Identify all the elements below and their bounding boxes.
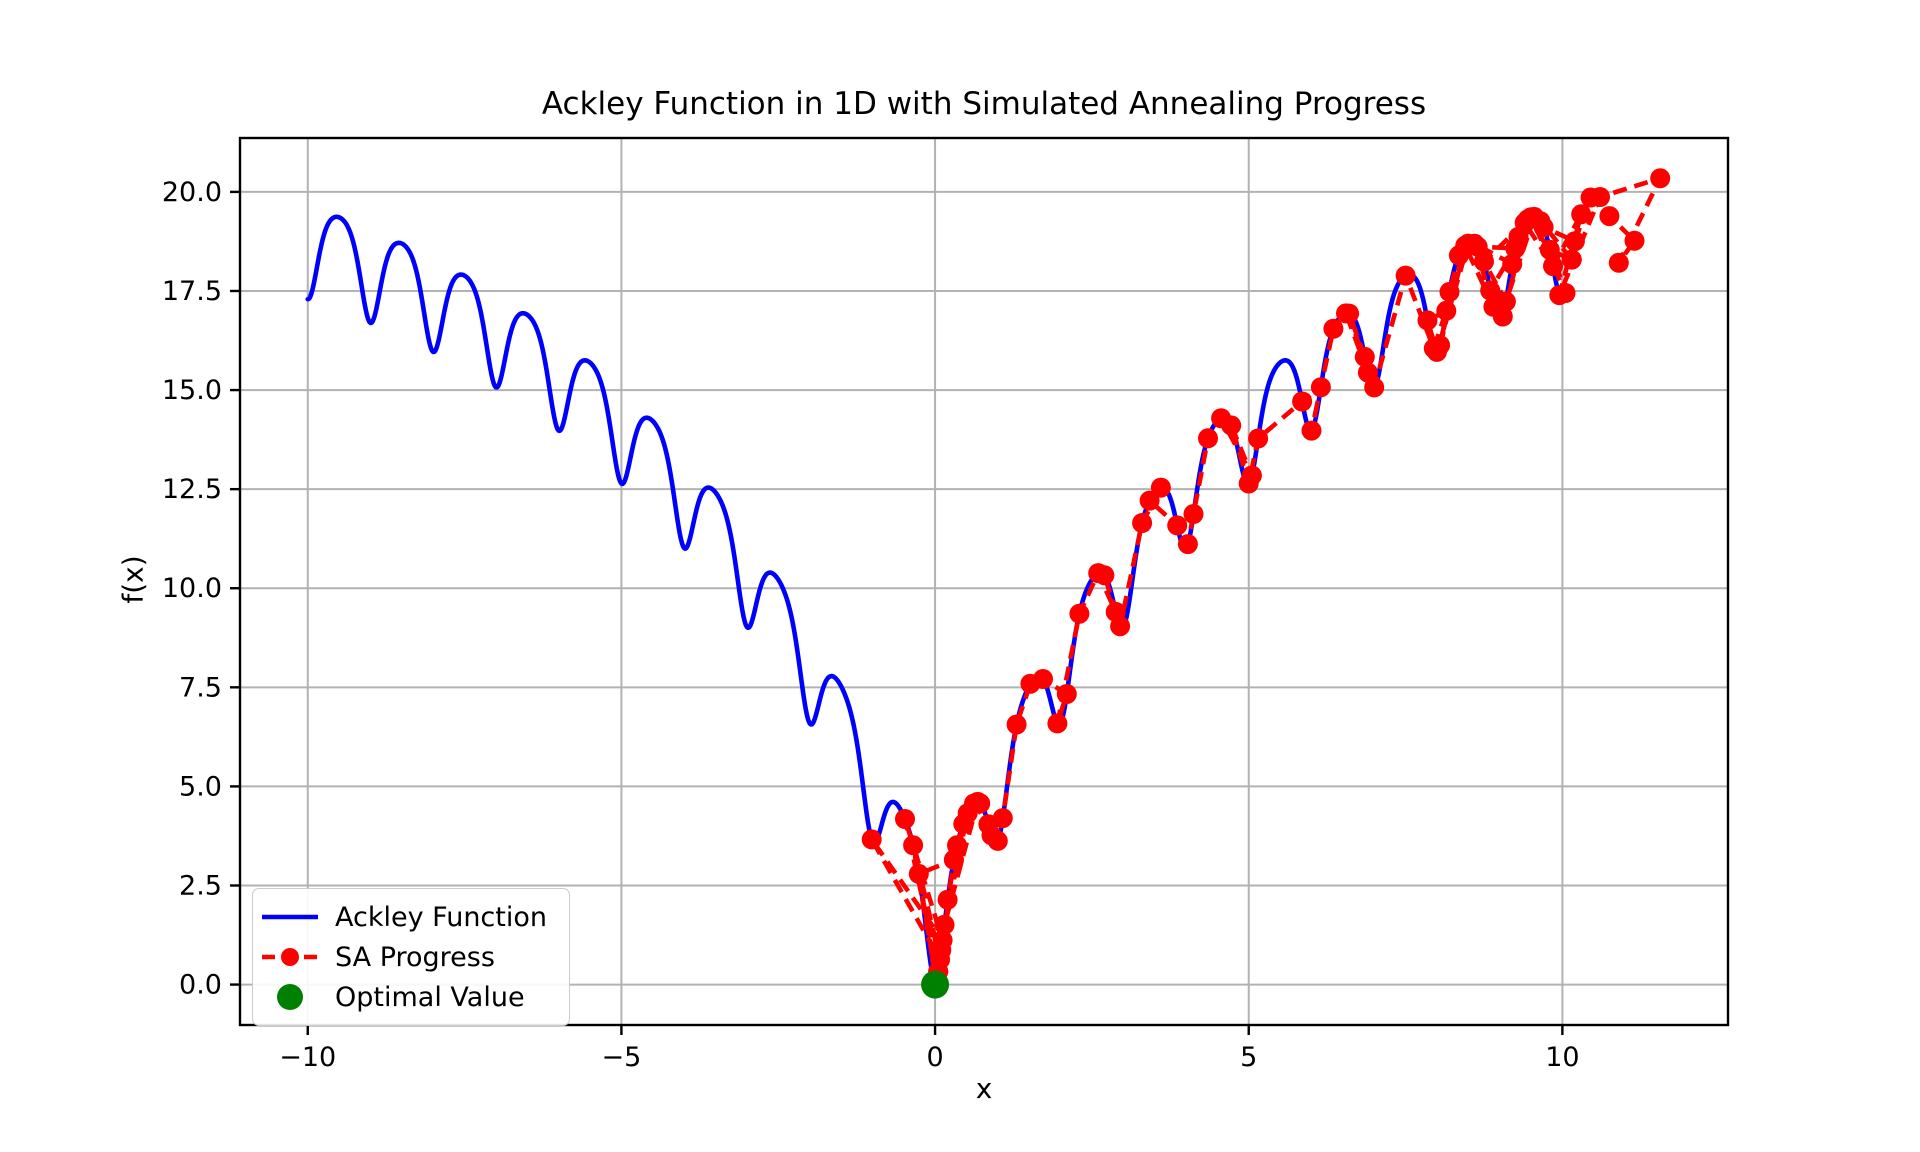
legend: Ackley Function SA Progress Optimal Valu… [252, 888, 570, 1026]
sa-progress-marker [1357, 362, 1378, 383]
green-dot-icon [277, 984, 303, 1010]
y-tick-label: 5.0 [179, 771, 222, 802]
y-tick-label: 17.5 [162, 276, 222, 307]
sa-progress-marker [1139, 490, 1160, 511]
sa-progress-marker [1517, 209, 1538, 230]
legend-entry-optimal-value: Optimal Value [259, 977, 563, 1017]
sa-progress-marker [1310, 377, 1331, 398]
sa-progress-marker [1056, 684, 1077, 704]
sa-progress-marker [903, 835, 924, 856]
y-tick-label: 15.0 [162, 375, 222, 406]
sa-progress-marker [947, 835, 967, 856]
sa-progress-marker [1088, 563, 1109, 584]
x-axis-label: x [975, 1072, 993, 1105]
sa-progress-marker [1354, 346, 1375, 367]
blue-line-icon [262, 914, 318, 920]
sa-progress-marker [937, 889, 958, 910]
x-tick-label: −10 [279, 1042, 336, 1073]
sa-progress-marker [1047, 713, 1068, 734]
data-layer [305, 168, 1671, 999]
sa-progress-marker [1564, 231, 1585, 252]
sa-progress-marker [1132, 513, 1153, 533]
sa-progress-marker [1571, 204, 1592, 225]
legend-label: SA Progress [335, 941, 495, 973]
legend-label: Ackley Function [335, 901, 547, 933]
sa-progress-marker [1608, 252, 1629, 273]
sa-progress-marker [1292, 391, 1313, 412]
sa-progress-marker [1241, 465, 1262, 486]
sa-progress-marker [1167, 515, 1188, 536]
sa-progress-marker [1543, 256, 1563, 277]
x-tick-label: 0 [926, 1042, 943, 1073]
sa-progress-marker [1502, 254, 1523, 274]
sa-progress-marker [1323, 318, 1344, 339]
legend-swatch-optimal-value [259, 983, 321, 1011]
sa-progress-marker [908, 863, 929, 884]
sa-progress-marker [1395, 265, 1416, 286]
sa-progress-marker [967, 791, 988, 812]
legend-entry-ackley-function: Ackley Function [259, 897, 563, 937]
sa-progress-marker [1624, 230, 1645, 251]
axis-layer [238, 136, 1730, 1027]
sa-progress-marker [1492, 306, 1513, 327]
sa-progress-line [869, 174, 1665, 982]
sa-progress-marker [1069, 603, 1090, 624]
y-tick-label: 10.0 [162, 573, 222, 604]
sa-progress-marker [1650, 168, 1671, 189]
sa-progress-marker [1555, 283, 1576, 303]
sa-progress-marker [1198, 428, 1218, 449]
sa-progress-marker [1458, 233, 1479, 254]
x-tick-label: 5 [1240, 1042, 1257, 1073]
y-tick-label: 12.5 [162, 474, 222, 505]
sa-progress-marker [1439, 281, 1460, 302]
tick-layer: −10 −5 0 5 10 0.0 2.5 5.0 7.5 10.0 12.5 15.0 17.5 20.… [162, 177, 1580, 1073]
optimal-value-marker [921, 970, 950, 999]
x-tick-label: 10 [1545, 1042, 1579, 1073]
sa-progress-marker [1480, 280, 1501, 301]
sa-progress-marker [978, 814, 999, 835]
sa-progress-marker [1006, 714, 1027, 735]
sa-progress-marker [861, 829, 882, 850]
legend-label: Optimal Value [335, 981, 525, 1013]
sa-progress-marker [1505, 238, 1526, 259]
legend-swatch-sa-progress [259, 943, 321, 971]
red-dashed-dot-icon [262, 948, 318, 966]
sa-progress-marker [1495, 291, 1516, 312]
y-tick-label: 20.0 [162, 177, 222, 208]
x-tick-label: −5 [602, 1042, 642, 1073]
y-tick-label: 0.0 [179, 970, 222, 1001]
sa-progress-marker [1539, 239, 1560, 260]
sa-progress-marker [1301, 420, 1322, 441]
sa-progress-marker [1599, 206, 1620, 227]
sa-progress-marker [1150, 477, 1171, 498]
sa-progress-marker [1248, 428, 1269, 449]
sa-progress-marker [931, 940, 952, 961]
chart-title: Ackley Function in 1D with Simulated Ann… [541, 86, 1427, 122]
sa-progress-marker [1183, 504, 1204, 524]
sa-progress-marker [1211, 408, 1232, 429]
sa-progress-marker [1436, 300, 1457, 321]
sa-progress-marker [1423, 338, 1444, 359]
sa-progress-marker [934, 914, 955, 935]
sa-progress-marker [1177, 534, 1198, 555]
sa-progress-marker [987, 830, 1008, 851]
sa-progress-marker [1417, 310, 1438, 331]
sa-progress-marker [895, 809, 915, 829]
legend-swatch-ackley-line [259, 903, 321, 931]
sa-progress-marker [1020, 673, 1041, 694]
y-axis-label: f(x) [116, 555, 150, 604]
sa-progress-marker [1580, 187, 1601, 208]
sa-progress-marker [1105, 601, 1126, 622]
y-tick-label: 7.5 [179, 672, 222, 703]
sa-progress-marker [1336, 303, 1356, 324]
y-tick-label: 2.5 [179, 870, 222, 901]
legend-entry-sa-progress: SA Progress [259, 937, 563, 977]
sa-progress-marker [1561, 249, 1582, 270]
axes-spine [238, 136, 1730, 1027]
